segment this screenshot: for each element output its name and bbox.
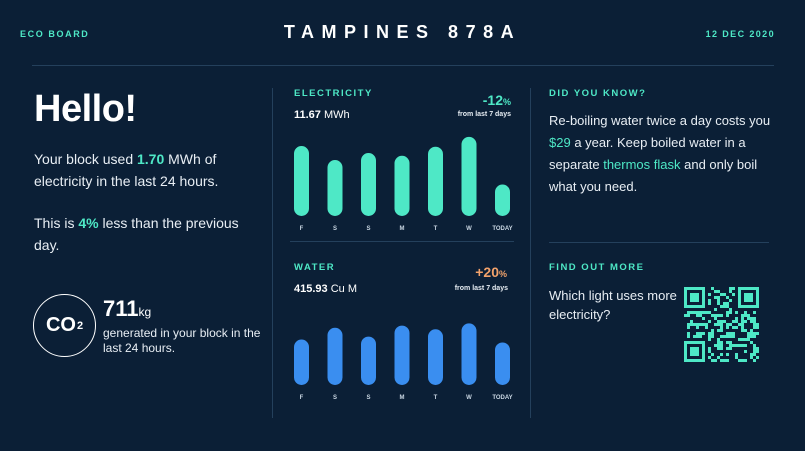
bar-electricity-1 [327, 160, 343, 216]
brand-label: ECO BOARD [20, 29, 90, 39]
bar-water-6 [495, 342, 510, 385]
usage-text: Your block used 1.70 MWh of electricity … [34, 151, 219, 189]
column-divider-right [530, 88, 531, 418]
find-out-more-text: Which light uses more electricity? [549, 288, 677, 322]
electricity-chart-svg: F S S M T W TODAY [294, 136, 513, 232]
compare-value: 4% [78, 215, 99, 231]
bar-electricity-4 [428, 146, 443, 216]
tick-label-water-6: TODAY [492, 395, 512, 401]
tick-label-electricity-1: S [333, 226, 337, 232]
compare-text: This is 4% less than the previous day. [34, 215, 239, 253]
water-label: WATER [294, 262, 336, 273]
usage-value: 1.70 [137, 151, 165, 167]
date-label: 12 DEC 2020 [705, 29, 775, 39]
bar-water-1 [327, 327, 343, 385]
tick-label-electricity-4: T [434, 226, 438, 232]
bar-electricity-3 [394, 155, 410, 216]
water-value: 415.93 Cu M [294, 283, 357, 295]
bar-electricity-6 [495, 184, 510, 216]
bar-water-0 [294, 339, 309, 385]
co2-icon: CO 2 [33, 294, 96, 357]
tick-label-electricity-6: TODAY [492, 226, 512, 232]
water-change-note: from last 7 days [454, 285, 508, 292]
bar-water-3 [394, 325, 410, 385]
right-divider [549, 242, 769, 243]
bar-water-4 [428, 329, 443, 385]
bar-electricity-2 [361, 153, 376, 216]
header-divider [32, 65, 774, 66]
tick-label-water-2: S [366, 395, 370, 401]
chart-divider [290, 241, 514, 242]
bar-water-5 [461, 323, 477, 385]
bar-electricity-5 [461, 136, 477, 216]
tip-highlight-flask: thermos flask [603, 157, 681, 172]
electricity-chart: F S S M T W TODAY [289, 132, 517, 237]
electricity-change: -12% [482, 92, 511, 108]
bar-water-2 [361, 336, 376, 385]
tip-highlight-cost: $29 [549, 135, 571, 150]
find-out-more-label: FIND OUT MORE [549, 262, 645, 273]
electricity-change-note: from last 7 days [457, 111, 511, 118]
co2-description: generated in your block in the last 24 h… [103, 326, 261, 355]
bar-electricity-0 [294, 146, 309, 216]
electricity-value: 11.67 MWh [294, 109, 350, 121]
tip-text: Re-boiling water twice a day costs you $… [549, 113, 771, 194]
electricity-label: ELECTRICITY [294, 88, 373, 99]
tick-label-electricity-0: F [300, 226, 304, 232]
tick-label-electricity-3: M [400, 226, 405, 232]
water-chart-svg: F S S M T W TODAY [294, 323, 513, 401]
tick-label-water-1: S [333, 395, 337, 401]
co2-value: 711kg [103, 296, 152, 321]
tick-label-electricity-5: W [466, 226, 472, 232]
tick-label-water-3: M [400, 395, 405, 401]
tick-label-water-5: W [466, 395, 472, 401]
tick-label-water-0: F [300, 395, 304, 401]
column-divider-left [272, 88, 273, 418]
water-change: +20% [475, 264, 507, 280]
tick-label-water-4: T [434, 395, 438, 401]
greeting-title: Hello! [34, 88, 137, 130]
water-chart: F S S M T W TODAY [289, 306, 517, 406]
qr-code-icon[interactable] [684, 287, 759, 362]
page-title: TAMPINES 878A [283, 22, 522, 42]
tip-label: DID YOU KNOW? [549, 88, 647, 99]
tick-label-electricity-2: S [366, 226, 370, 232]
